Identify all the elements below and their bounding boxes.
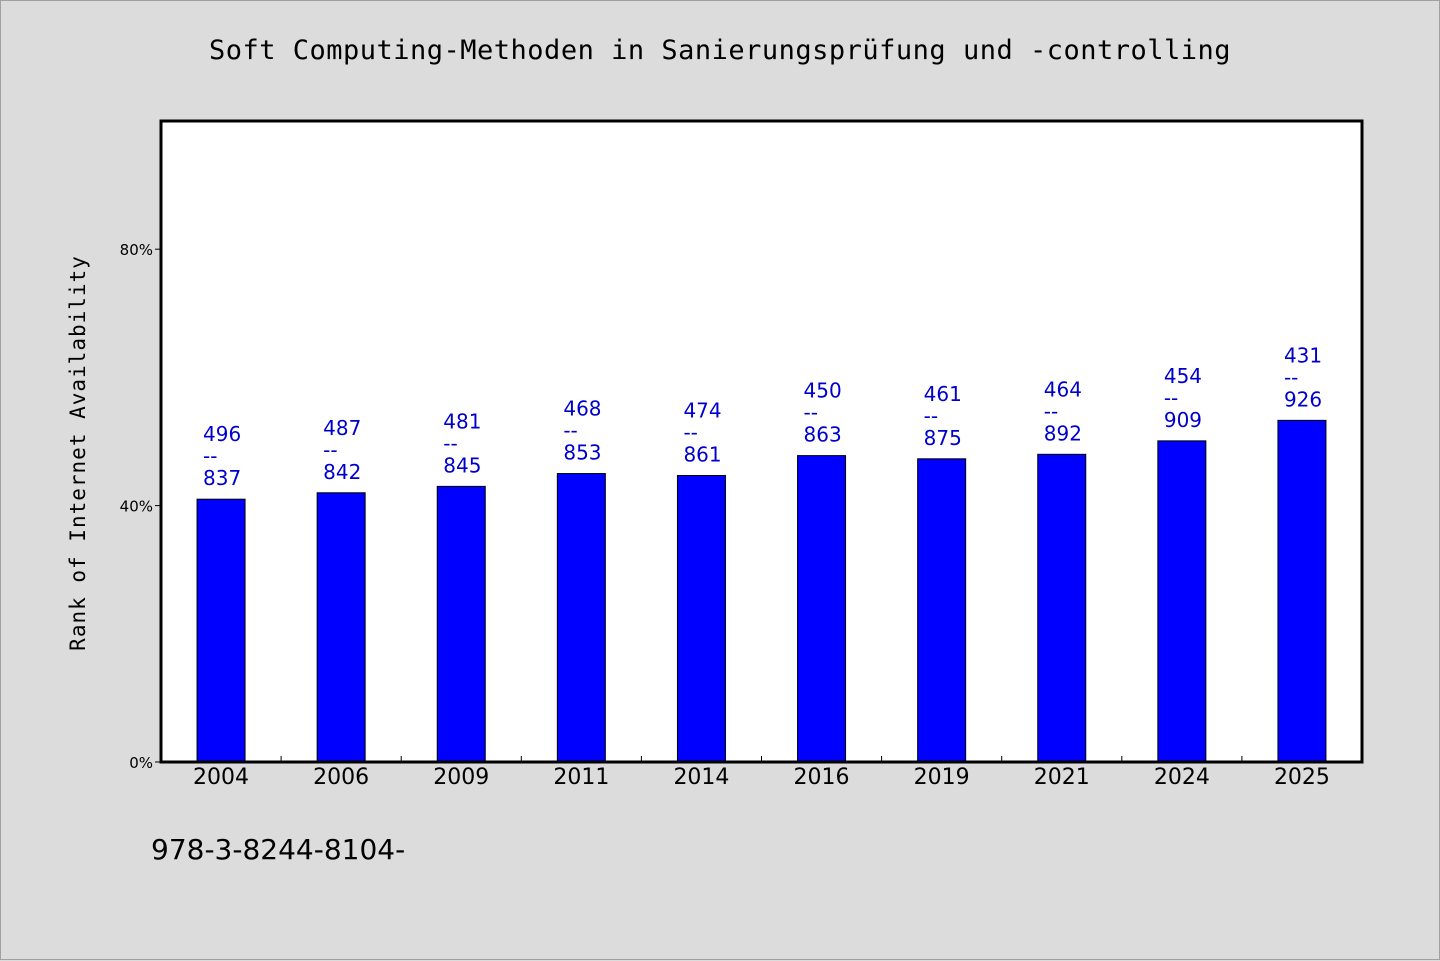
x-tick-label: 2024 — [1154, 765, 1210, 790]
data-label: 909 — [1164, 408, 1202, 432]
chart-title: Soft Computing-Methoden in Sanierungsprü… — [208, 35, 1232, 66]
bar-2004 — [196, 498, 246, 763]
x-tick-label: 2009 — [433, 765, 489, 790]
x-tick-label: 2019 — [914, 765, 970, 790]
data-label: 468 — [563, 397, 601, 421]
data-label: -- — [1284, 365, 1298, 389]
data-label: -- — [563, 419, 577, 443]
data-label: 926 — [1284, 387, 1322, 411]
data-label: -- — [804, 401, 818, 425]
x-tick-label: 2006 — [313, 765, 369, 790]
y-tick-label: 80% — [120, 241, 153, 259]
data-label: -- — [924, 404, 938, 428]
x-tick-label: 2016 — [794, 765, 850, 790]
data-label: -- — [683, 420, 697, 444]
data-label: 431 — [1284, 343, 1322, 367]
data-label: 875 — [924, 426, 962, 450]
data-label: 845 — [443, 453, 481, 477]
bar-2024 — [1157, 440, 1207, 763]
data-label: 892 — [1044, 421, 1082, 445]
data-label: -- — [203, 444, 217, 468]
bar-2021 — [1037, 453, 1087, 763]
x-tick-label: 2014 — [673, 765, 729, 790]
data-label-group: 496--837487--842481--845468--853474--861… — [203, 343, 1322, 490]
data-label: -- — [323, 438, 337, 462]
bar-2014 — [676, 474, 726, 763]
data-label: 450 — [804, 379, 842, 403]
bar-2006 — [316, 492, 366, 763]
y-tick-label: 40% — [120, 498, 153, 516]
data-label: 481 — [443, 409, 481, 433]
data-label: 853 — [563, 441, 601, 465]
data-label: 837 — [203, 466, 241, 490]
data-label: 461 — [924, 382, 962, 406]
data-label: 861 — [683, 442, 721, 466]
data-label: -- — [1164, 386, 1178, 410]
data-label: 474 — [683, 398, 721, 422]
bar-2016 — [797, 455, 847, 763]
bar-2009 — [436, 485, 486, 763]
bar-group — [196, 419, 1327, 763]
bar-2011 — [556, 473, 606, 763]
x-tick-label: 2004 — [193, 765, 249, 790]
plot-frame — [159, 119, 1364, 764]
x-tick-label: 2025 — [1274, 765, 1330, 790]
data-label: -- — [1044, 399, 1058, 423]
data-label: 464 — [1044, 377, 1082, 401]
bar-2025 — [1277, 419, 1327, 763]
data-label: -- — [443, 431, 457, 455]
tick-group: 2004 2006 2009 2011 2014 2016 2019 2021 2024 2025… — [120, 241, 1330, 790]
x-tick-label: 2021 — [1034, 765, 1090, 790]
bar-2019 — [917, 458, 967, 763]
data-label: 454 — [1164, 364, 1202, 388]
footer-code: 978-3-8244-8104- — [151, 833, 406, 866]
data-label: 863 — [804, 423, 842, 447]
y-tick-label: 0% — [129, 754, 153, 772]
x-tick-label: 2011 — [553, 765, 609, 790]
data-label: 496 — [203, 422, 241, 446]
data-label: 487 — [323, 416, 361, 440]
data-label: 842 — [323, 460, 361, 484]
